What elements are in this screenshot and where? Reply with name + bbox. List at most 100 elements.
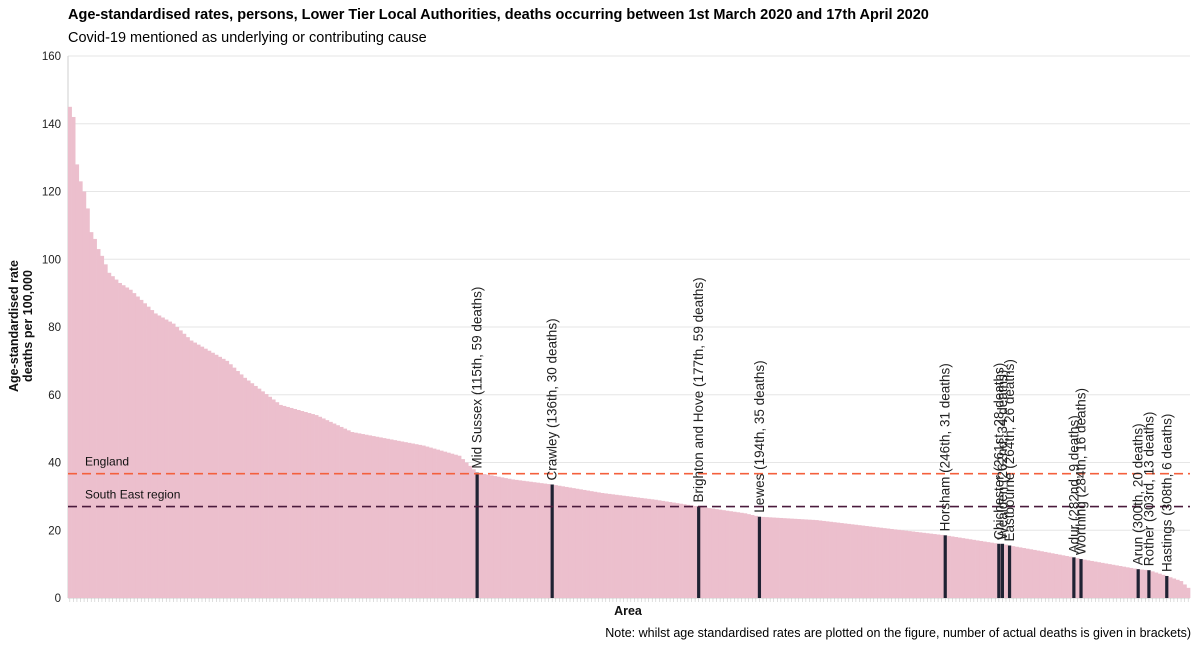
bar	[789, 518, 794, 598]
bar	[1186, 587, 1191, 598]
bar	[707, 508, 712, 598]
bar	[1061, 555, 1066, 598]
bar	[771, 517, 776, 598]
bar	[103, 264, 108, 598]
bar	[182, 333, 187, 598]
y-tick-label: 100	[42, 254, 61, 266]
bar	[993, 543, 998, 598]
bar	[972, 539, 976, 598]
bar	[418, 444, 423, 598]
bar	[1057, 554, 1062, 598]
bar	[629, 496, 633, 598]
highlight-label: Mid Sussex (115th, 59 deaths)	[470, 287, 485, 469]
bar	[750, 515, 755, 598]
bar	[1011, 546, 1016, 598]
bar	[371, 436, 376, 598]
bar	[1104, 563, 1109, 598]
bar	[439, 450, 444, 598]
y-axis-title-line: deaths per 100,000	[21, 270, 35, 382]
bar	[368, 435, 373, 598]
bar	[1161, 574, 1166, 598]
bar	[614, 494, 619, 598]
highlight-label: Hastings (308th, 6 deaths)	[1159, 414, 1174, 572]
bar	[804, 519, 809, 598]
bar	[782, 518, 787, 598]
bar	[414, 444, 419, 598]
bar	[307, 413, 312, 598]
bar	[754, 515, 758, 598]
bar	[1047, 552, 1051, 598]
bar	[482, 474, 487, 598]
bar	[93, 238, 97, 599]
bar	[375, 436, 380, 598]
highlight-label: Wealden (262nd, 34 deaths)	[995, 370, 1010, 540]
bar	[668, 502, 673, 598]
bar	[1050, 553, 1055, 598]
bar	[425, 446, 430, 598]
bar	[718, 509, 723, 598]
bar	[343, 428, 348, 598]
bar	[1093, 561, 1098, 598]
y-tick-label: 60	[48, 390, 61, 402]
bar	[100, 255, 105, 599]
bar	[1114, 565, 1119, 598]
bar	[407, 442, 412, 598]
bar	[546, 484, 551, 598]
bar	[532, 482, 537, 598]
bar	[139, 299, 144, 598]
bar	[235, 371, 240, 598]
bar	[128, 289, 133, 598]
bar	[403, 442, 408, 598]
bar	[736, 512, 741, 598]
bar	[250, 383, 255, 598]
bar	[507, 478, 512, 598]
bar	[786, 518, 791, 598]
bar	[1107, 564, 1112, 598]
bar	[603, 493, 608, 598]
bar	[650, 499, 655, 598]
bar	[361, 434, 365, 598]
bar	[864, 526, 869, 598]
bar	[711, 508, 716, 598]
bar	[350, 432, 355, 598]
bar	[643, 498, 648, 598]
bar	[764, 517, 769, 598]
bar	[918, 532, 923, 598]
bar	[339, 426, 344, 598]
bar	[900, 530, 905, 598]
bar	[325, 420, 330, 598]
bar	[914, 531, 919, 598]
bar	[1179, 581, 1184, 598]
y-axis-title-line: Age-standardised rate	[7, 260, 21, 392]
bar	[732, 511, 737, 598]
bar	[968, 539, 973, 598]
bar	[421, 445, 426, 598]
bar	[300, 411, 305, 598]
bar	[153, 313, 158, 598]
bar	[464, 462, 469, 598]
highlight-label: Brighton and Hove (177th, 59 deaths)	[691, 277, 706, 502]
y-tick-label: 80	[48, 322, 61, 334]
bar	[1068, 556, 1073, 598]
bar	[96, 249, 101, 598]
bar	[768, 517, 773, 598]
bar	[200, 346, 205, 598]
bar	[807, 519, 812, 598]
bar	[961, 538, 966, 598]
bar	[721, 510, 726, 598]
highlight-label: Adur (282nd, 9 deaths)	[1066, 415, 1081, 553]
bar	[836, 522, 841, 598]
bar	[1082, 559, 1087, 598]
bar	[185, 337, 190, 598]
bar	[386, 438, 390, 598]
y-tick-label: 40	[48, 458, 61, 470]
bar	[118, 282, 122, 598]
bar	[468, 465, 473, 598]
bar	[739, 512, 744, 598]
bar	[461, 459, 465, 598]
bar	[1143, 569, 1148, 598]
bar	[378, 437, 383, 598]
highlight-label: Eastbourne (264th, 26 deaths)	[1002, 359, 1017, 541]
bar	[1157, 573, 1162, 598]
bar	[253, 385, 258, 598]
